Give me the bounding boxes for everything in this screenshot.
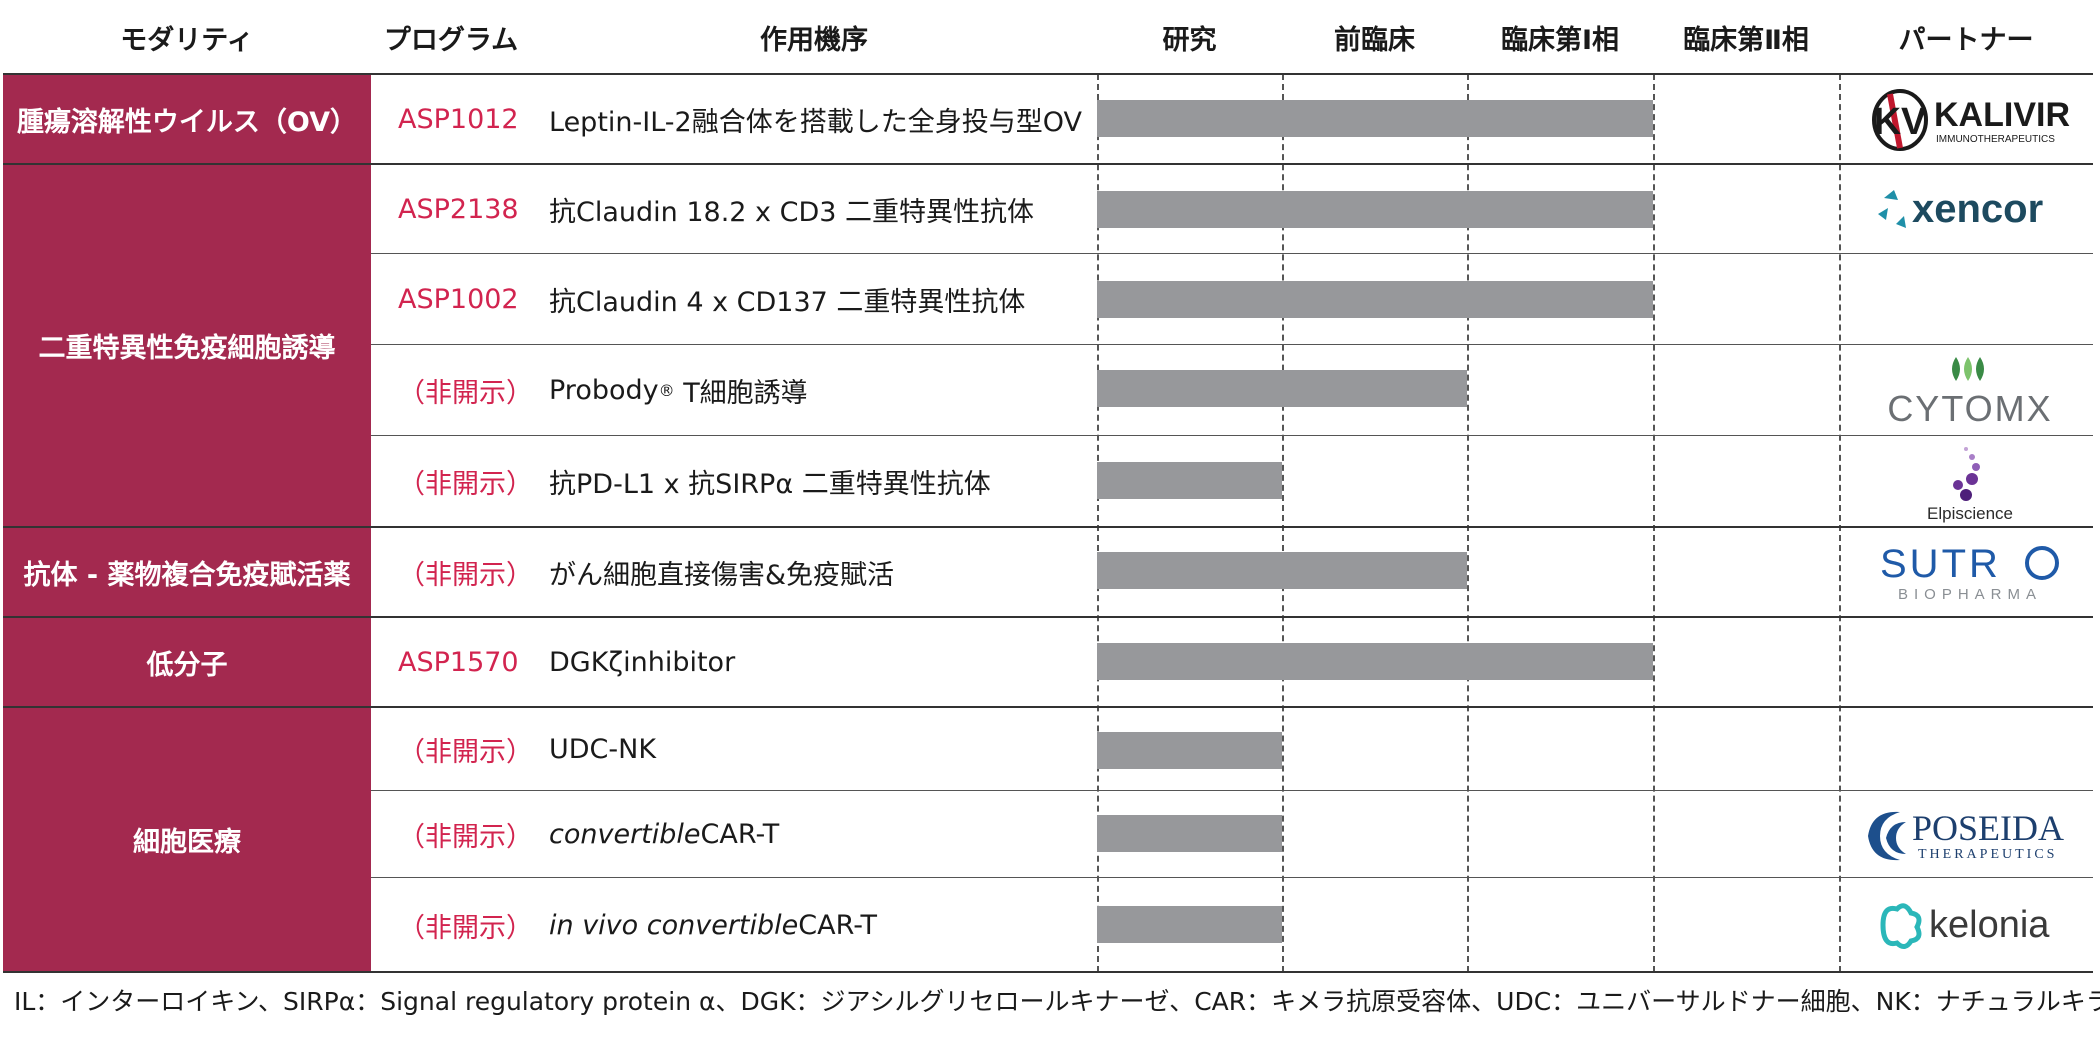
sutro-logo: SUTR BIOPHARMA: [1850, 537, 2090, 609]
program-label: （非開示）: [398, 378, 533, 409]
header-partner: パートナー: [1898, 24, 2034, 56]
header-mechanism: 作用機序: [760, 24, 868, 56]
registered-mark: ®: [658, 381, 675, 400]
kalivir-word: KALIVIR: [1934, 96, 2070, 134]
progress-bar: [1097, 281, 1653, 318]
row-divider: [3, 971, 2093, 973]
mechanism-label: がん細胞直接傷害&免疫賦活: [549, 559, 895, 591]
stage-divider-preclinical: [1282, 74, 1284, 972]
mechanism-text: T細胞誘導: [674, 378, 808, 409]
mechanism-text: CAR-T: [700, 819, 780, 850]
header-preclinical: 前臨床: [1334, 24, 1415, 56]
header-modality: モダリティ: [120, 24, 254, 56]
modality-small-molecule: 低分子: [3, 617, 371, 707]
row-divider: [371, 344, 2093, 345]
mechanism-label: UDC-NK: [549, 733, 657, 765]
mechanism-label: 抗Claudin 18.2 x CD3 二重特異性抗体: [549, 196, 1035, 228]
poseida-logo: POSEIDA THERAPEUTICS: [1850, 796, 2090, 872]
row-divider: [3, 616, 2093, 618]
program-label: ASP1012: [398, 103, 519, 135]
mechanism-text: Probody: [549, 375, 659, 406]
row-divider: [371, 877, 2093, 878]
program-label: （非開示）: [398, 912, 533, 944]
modality-bispecific: 二重特異性免疫細胞誘導: [3, 164, 371, 527]
program-label: ASP1570: [398, 646, 519, 678]
progress-bar: [1097, 552, 1467, 589]
row-divider: [371, 790, 2093, 791]
progress-bar: [1097, 462, 1282, 499]
mechanism-label: DGKζinhibitor: [549, 646, 736, 678]
elpiscience-logo: Elpiscience: [1850, 442, 2090, 524]
kelonia-word: kelonia: [1929, 904, 2050, 946]
mechanism-italic-text: in vivo convertible: [549, 909, 799, 941]
progress-bar: [1097, 100, 1653, 137]
row-divider: [3, 163, 2093, 165]
sutro-sub: BIOPHARMA: [1898, 586, 2042, 603]
program-label: （非開示）: [398, 469, 533, 500]
kalivir-mark: KV: [1874, 101, 1927, 143]
row-divider: [3, 73, 2093, 75]
stage-divider-phase1: [1467, 74, 1469, 972]
program-label: （非開示）: [398, 822, 533, 853]
stage-divider-research: [1097, 74, 1099, 972]
cytomx-word: CYTOMX: [1887, 388, 2052, 429]
mechanism-label: 抗Claudin 4 x CD137 二重特異性抗体: [549, 287, 1026, 318]
mechanism-label: convertible CAR-T: [549, 791, 779, 878]
mechanism-label: Probody ® T細胞誘導: [549, 345, 808, 436]
cytomx-logo: CYTOMX: [1850, 350, 2090, 432]
footnote: IL：インターロイキン、SIRPα：Signal regulatory prot…: [14, 987, 2100, 1016]
program-label: ASP1002: [398, 284, 519, 315]
modality-adc: 抗体 - 薬物複合免疫賦活薬: [3, 527, 371, 617]
stage-divider-phase2: [1653, 74, 1655, 972]
poseida-sub: THERAPEUTICS: [1918, 847, 2057, 862]
xencor-logo: xencor: [1850, 174, 2090, 246]
header-phase2: 臨床第Ⅱ相: [1683, 24, 1809, 56]
progress-bar: [1097, 191, 1653, 228]
kelonia-logo: kelonia: [1850, 886, 2090, 964]
progress-bar: [1097, 732, 1282, 769]
row-divider: [3, 526, 2093, 528]
poseida-word: POSEIDA: [1912, 808, 2064, 848]
mechanism-label: in vivo convertible CAR-T: [549, 878, 877, 972]
progress-bar: [1097, 815, 1282, 852]
program-label: ASP2138: [398, 193, 519, 225]
stage-divider-partner: [1839, 74, 1841, 972]
header-program: プログラム: [383, 24, 519, 56]
mechanism-italic-text: convertible: [549, 819, 701, 850]
mechanism-label: Leptin-IL-2融合体を搭載した全身投与型OV: [549, 106, 1082, 138]
kalivir-logo: KV KALIVIR IMMUNOTHERAPEUTICS: [1850, 84, 2090, 156]
progress-bar: [1097, 643, 1653, 680]
mechanism-label: 抗PD-L1 x 抗SIRPα 二重特異性抗体: [549, 469, 991, 500]
kalivir-sub: IMMUNOTHERAPEUTICS: [1936, 134, 2055, 145]
program-label: （非開示）: [398, 559, 533, 591]
progress-bar: [1097, 906, 1282, 943]
sutro-word: SUTR: [1880, 542, 2001, 586]
modality-ov: 腫瘍溶解性ウイルス（OV）: [3, 74, 371, 164]
header-research: 研究: [1162, 24, 1217, 56]
row-divider: [371, 253, 2093, 254]
header-phase1: 臨床第Ⅰ相: [1500, 24, 1620, 56]
row-divider: [371, 435, 2093, 436]
mechanism-text: CAR-T: [798, 909, 878, 941]
elpiscience-word: Elpiscience: [1927, 504, 2013, 523]
program-label: （非開示）: [398, 736, 533, 768]
progress-bar: [1097, 370, 1467, 407]
xencor-word: xencor: [1912, 187, 2043, 231]
modality-cell-therapy: 細胞医療: [3, 707, 371, 972]
row-divider: [3, 706, 2093, 708]
